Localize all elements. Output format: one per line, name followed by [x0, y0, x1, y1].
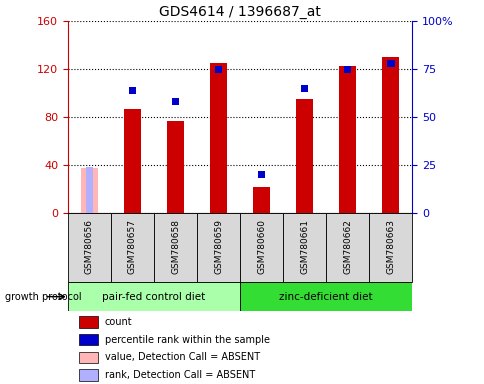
Bar [166, 121, 183, 213]
Bar [68, 213, 111, 282]
Bar [381, 57, 398, 213]
Bar [81, 167, 98, 213]
Bar [78, 369, 98, 381]
Bar [253, 187, 270, 213]
Bar [368, 213, 411, 282]
Bar [296, 99, 313, 213]
Text: GSM780663: GSM780663 [385, 218, 394, 274]
Text: percentile rank within the sample: percentile rank within the sample [105, 334, 269, 344]
Text: pair-fed control diet: pair-fed control diet [102, 291, 205, 302]
Text: growth protocol: growth protocol [5, 291, 81, 302]
Bar [300, 85, 308, 92]
Text: GSM780661: GSM780661 [300, 218, 308, 274]
Bar [86, 167, 93, 213]
Bar [283, 213, 325, 282]
Text: count: count [105, 317, 132, 327]
Bar [197, 213, 240, 282]
Bar [240, 213, 283, 282]
Bar [78, 316, 98, 328]
Bar [386, 60, 393, 67]
Bar [124, 109, 141, 213]
Bar [325, 213, 368, 282]
Bar [153, 213, 197, 282]
Text: zinc-deficient diet: zinc-deficient diet [279, 291, 372, 302]
Title: GDS4614 / 1396687_at: GDS4614 / 1396687_at [159, 5, 320, 19]
Text: GSM780657: GSM780657 [128, 218, 136, 274]
Bar [214, 66, 222, 73]
Text: value, Detection Call = ABSENT: value, Detection Call = ABSENT [105, 353, 259, 362]
Bar [210, 63, 227, 213]
Text: GSM780658: GSM780658 [171, 218, 180, 274]
Bar [343, 66, 351, 73]
Text: GSM780660: GSM780660 [257, 218, 266, 274]
Bar [78, 352, 98, 363]
Text: rank, Detection Call = ABSENT: rank, Detection Call = ABSENT [105, 370, 255, 380]
Text: GSM780662: GSM780662 [343, 218, 351, 273]
Bar [111, 213, 153, 282]
Bar [68, 282, 240, 311]
Text: GSM780659: GSM780659 [213, 218, 223, 274]
Bar [240, 282, 411, 311]
Text: GSM780656: GSM780656 [85, 218, 94, 274]
Bar [257, 171, 265, 178]
Bar [128, 87, 136, 94]
Bar [338, 66, 355, 213]
Bar [171, 98, 179, 105]
Bar [78, 334, 98, 345]
